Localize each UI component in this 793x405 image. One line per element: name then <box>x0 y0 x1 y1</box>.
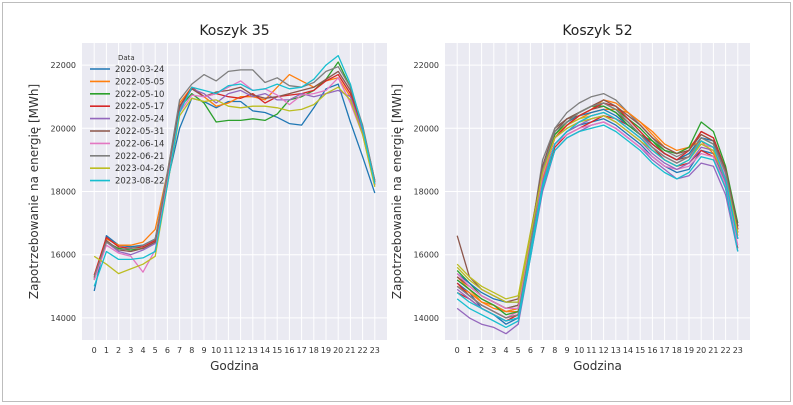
y-tick-label: 22000 <box>51 61 76 70</box>
x-tick-label: 10 <box>211 346 221 355</box>
legend-entry-label: 2022-05-31 <box>115 127 164 137</box>
y-axis-label: Zapotrzebowanie na energię [MWh] <box>390 84 404 299</box>
chart-panel-2: 0 1 2 3 4 5 6 7 8 9 10 11 12 13 14 15 16 17 18 19 20 21 22 2314… <box>390 23 750 373</box>
x-tick-label: 9 <box>201 346 206 355</box>
series-line-9 <box>93 86 376 275</box>
x-tick-label: 12 <box>236 346 246 355</box>
x-tick-label: 16 <box>647 346 657 355</box>
legend-title: Data <box>118 54 135 62</box>
x-tick-label: 20 <box>696 346 706 355</box>
x-tick-label: 11 <box>223 346 233 355</box>
series-line-1 <box>456 118 739 325</box>
y-tick-label: 18000 <box>51 188 76 197</box>
chart-title: Koszyk 52 <box>562 23 632 39</box>
y-tick-label: 14000 <box>414 314 439 323</box>
x-tick-label: 6 <box>528 346 533 355</box>
x-tick-label: 21 <box>345 346 355 355</box>
chart-panel-1: 0 1 2 3 4 5 6 7 8 9 10 11 12 13 14 15 16 17 18 19 20 21 22 2314… <box>27 23 387 373</box>
legend-entry-label: 2022-05-10 <box>115 90 164 100</box>
x-tick-label: 20 <box>333 346 343 355</box>
x-tick-label: 6 <box>165 346 170 355</box>
x-tick-label: 21 <box>708 346 718 355</box>
x-tick-label: 19 <box>321 346 331 355</box>
x-tick-label: 3 <box>128 346 133 355</box>
legend-entry-label: 2020-03-24 <box>115 65 164 75</box>
x-tick-label: 8 <box>189 346 194 355</box>
x-tick-label: 2 <box>116 346 121 355</box>
series-line-20 <box>456 111 739 322</box>
legend-entry-label: 2022-05-17 <box>115 102 164 112</box>
x-tick-label: 5 <box>516 346 521 355</box>
x-tick-label: 7 <box>540 346 545 355</box>
chart-title: Koszyk 35 <box>199 23 269 39</box>
x-tick-label: 2 <box>479 346 484 355</box>
legend-entry-label: 2023-04-26 <box>115 164 164 174</box>
x-tick-label: 18 <box>672 346 682 355</box>
legend-entry-label: 2022-06-21 <box>115 152 164 162</box>
legend-entry-label: 2022-05-24 <box>115 115 164 125</box>
y-tick-label: 20000 <box>51 124 76 133</box>
x-tick-label: 3 <box>491 346 496 355</box>
x-tick-label: 9 <box>564 346 569 355</box>
x-axis-label: Godzina <box>573 359 622 373</box>
x-tick-label: 7 <box>177 346 182 355</box>
x-tick-label: 19 <box>684 346 694 355</box>
x-axis-label: Godzina <box>210 359 259 373</box>
x-tick-label: 22 <box>358 346 368 355</box>
x-tick-label: 23 <box>733 346 743 355</box>
x-tick-label: 15 <box>635 346 645 355</box>
x-tick-label: 5 <box>153 346 158 355</box>
x-tick-label: 1 <box>467 346 472 355</box>
series-line-7 <box>93 77 376 281</box>
x-tick-label: 11 <box>586 346 596 355</box>
x-tick-label: 4 <box>503 346 508 355</box>
series-line-10 <box>456 124 739 329</box>
y-tick-label: 16000 <box>414 251 439 260</box>
x-tick-label: 10 <box>574 346 584 355</box>
x-tick-label: 13 <box>248 346 258 355</box>
x-tick-label: 0 <box>455 346 460 355</box>
chart-figure: 0 1 2 3 4 5 6 7 8 9 10 11 12 13 14 15 16 17 18 19 20 21 22 2314… <box>27 23 750 373</box>
x-tick-label: 16 <box>284 346 294 355</box>
x-tick-label: 13 <box>611 346 621 355</box>
x-tick-label: 0 <box>92 346 97 355</box>
x-tick-label: 17 <box>660 346 670 355</box>
y-tick-label: 22000 <box>414 61 439 70</box>
series-line-6 <box>93 70 376 279</box>
series-line-8 <box>93 66 376 278</box>
series-line-18 <box>456 102 739 319</box>
x-tick-label: 4 <box>140 346 145 355</box>
y-tick-label: 16000 <box>51 251 76 260</box>
y-tick-label: 14000 <box>51 314 76 323</box>
legend-entry-label: 2023-08-22 <box>115 177 164 187</box>
x-tick-label: 22 <box>721 346 731 355</box>
x-tick-label: 1 <box>104 346 109 355</box>
y-tick-label: 20000 <box>414 124 439 133</box>
series-line-4 <box>93 73 376 276</box>
x-tick-label: 15 <box>272 346 282 355</box>
x-tick-label: 17 <box>297 346 307 355</box>
x-tick-label: 12 <box>599 346 609 355</box>
x-tick-label: 14 <box>623 346 633 355</box>
x-tick-label: 8 <box>552 346 557 355</box>
y-tick-label: 18000 <box>414 188 439 197</box>
legend-entry-label: 2022-05-05 <box>115 77 164 87</box>
legend-entry-label: 2022-06-14 <box>115 139 164 149</box>
legend: Data 2020-03-24 2022-05-05 2022-05-10 2022-0… <box>90 54 164 187</box>
x-tick-label: 14 <box>260 346 270 355</box>
y-axis-label: Zapotrzebowanie na energię [MWh] <box>27 84 41 299</box>
x-tick-label: 18 <box>309 346 319 355</box>
series-line-10 <box>93 54 376 287</box>
x-tick-label: 23 <box>370 346 380 355</box>
